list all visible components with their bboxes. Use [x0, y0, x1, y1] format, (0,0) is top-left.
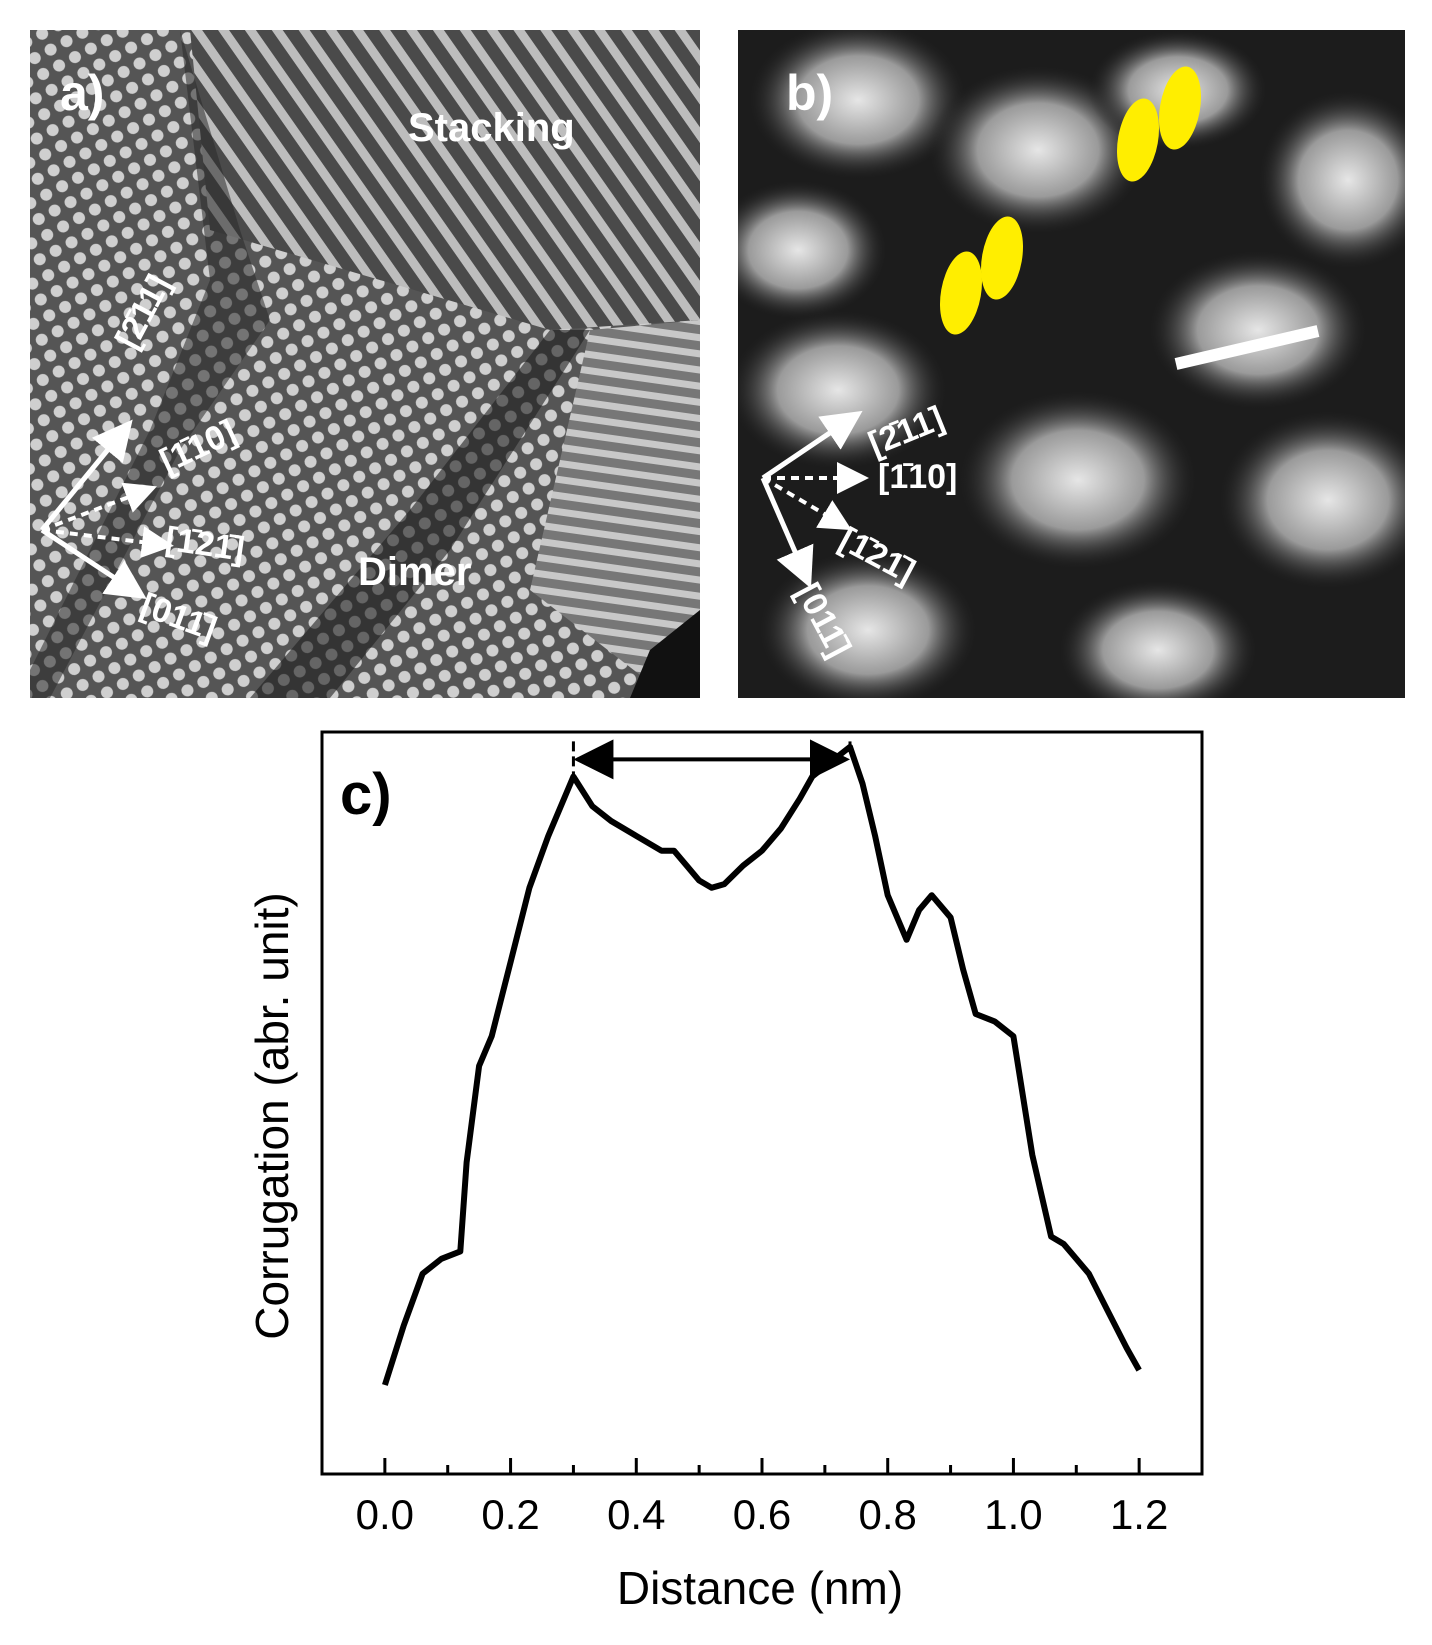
stm-image-b: b) [2̄11] [1̄10] [1̄21̄] [011̄] [738, 30, 1405, 698]
panel-label-b: b) [786, 65, 834, 121]
line-profile-marker [1174, 325, 1320, 370]
x-tick-label: 0.0 [356, 1491, 414, 1538]
stm-image-a: a) Stacking Dimer [2̄11] [1̄10] [1̄21̄] … [30, 30, 700, 698]
direction-arrows-b [760, 410, 869, 589]
distance-annotation-label: 0.44 nm [625, 724, 798, 732]
x-tick-label: 0.2 [481, 1491, 539, 1538]
x-axis-ticks [320, 1458, 1204, 1474]
panel-label-c: c) [340, 762, 392, 827]
x-axis-label: Distance (nm) [617, 1562, 903, 1614]
molecule-dimer-highlight-1 [939, 216, 1024, 335]
x-tick-label: 0.8 [859, 1491, 917, 1538]
x-tick-label: 0.6 [733, 1491, 791, 1538]
dimer-region-label: Dimer [358, 550, 472, 594]
corrugation-profile-chart: 0.0 0.2 0.4 0.6 0.8 1.0 1.2 0.44 nm c) Distanc… [246, 724, 1204, 1614]
panel-label-a: a) [60, 65, 105, 121]
arrow-011-icon [40, 527, 147, 600]
y-axis-label: Corrugation (abr. unit) [246, 892, 298, 1339]
x-tick-label: 1.0 [984, 1491, 1042, 1538]
arrow-110-icon [41, 482, 157, 532]
stacking-region-label: Stacking [408, 106, 575, 150]
x-tick-label: 1.2 [1110, 1491, 1168, 1538]
arrow-121-icon [41, 526, 174, 558]
x-axis-tick-labels: 0.0 0.2 0.4 0.6 0.8 1.0 1.2 [356, 1491, 1169, 1538]
molecule-dimer-highlight-2 [1116, 66, 1202, 182]
corrugation-series-line [382, 743, 1142, 1386]
plot-frame [320, 730, 1204, 1476]
arrow-211-icon [40, 419, 133, 532]
x-tick-label: 0.4 [607, 1491, 665, 1538]
direction-arrows-a [40, 419, 174, 600]
miller-index-110-b: [1̄10] [878, 458, 958, 496]
